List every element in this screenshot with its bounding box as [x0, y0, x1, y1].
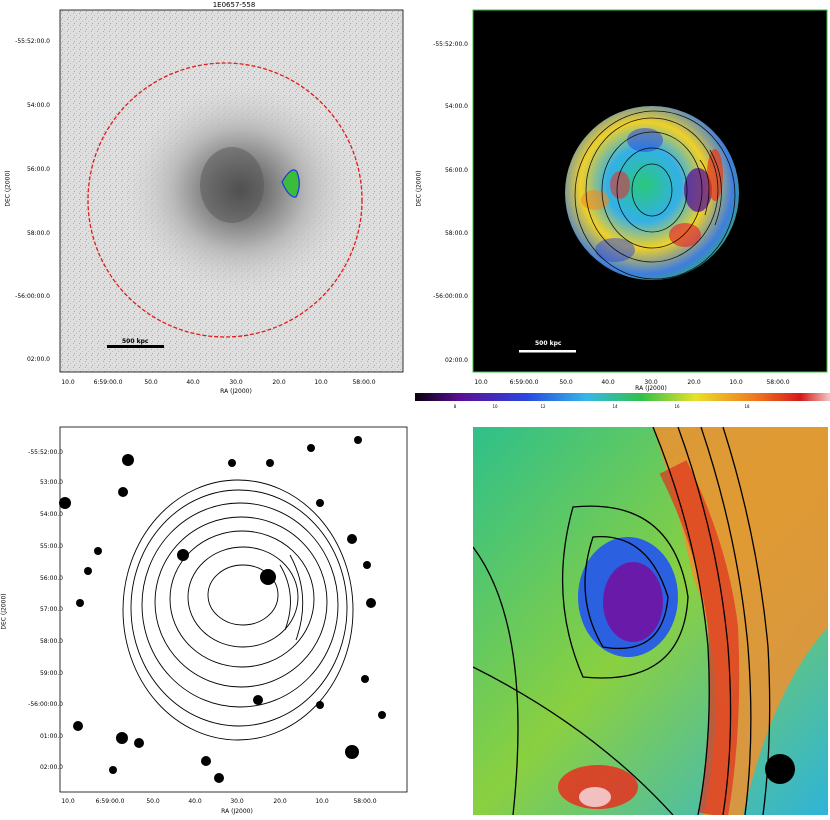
figure-title: 1E0657-558 — [212, 1, 256, 9]
dec-tick: -55:52:00.0 — [28, 449, 63, 456]
temperature-map-plot — [415, 9, 830, 401]
ra-tick: 40.0 — [186, 379, 200, 386]
dec-axis-label: DEC (J2000) — [4, 170, 12, 207]
ra-tick: 10.0 — [474, 379, 488, 386]
ra-axis-label: RA (J2000) — [220, 388, 252, 395]
ra-tick: 58:00.0 — [353, 798, 377, 805]
ra-tick: 50.0 — [146, 798, 160, 805]
ra-tick: 40.0 — [188, 798, 202, 805]
ra-tick: 10.0 — [61, 379, 75, 386]
dec-tick: 58:00.0 — [39, 638, 63, 645]
ra-tick: 20.0 — [273, 798, 287, 805]
dec-tick: 56:00.0 — [444, 167, 468, 174]
dec-tick: 59:00.0 — [39, 670, 63, 677]
ra-tick: 6:59:00.0 — [95, 798, 125, 805]
ra-tick: 6:59:00.0 — [93, 379, 123, 386]
colorbar-tick: 12 — [540, 404, 546, 409]
dec-tick: 54:00.0 — [26, 102, 50, 109]
ra-tick: 10.0 — [315, 798, 329, 805]
scalebar-label: 500 kpc — [535, 340, 562, 347]
dec-tick: 58:00.0 — [26, 230, 50, 237]
scalebar — [519, 350, 576, 353]
ra-axis-label: RA (J2000) — [221, 808, 253, 815]
ra-tick: 10.0 — [729, 379, 743, 386]
dec-tick: -56:00:00.0 — [28, 701, 63, 708]
panel-xray-image: 1E0657-558 500 kpc -55:52:00.0 54:00.0 5… — [0, 0, 415, 400]
circle-outline — [87, 62, 363, 338]
ra-tick: 40.0 — [601, 379, 615, 386]
ra-axis-label: RA (J2000) — [635, 385, 667, 392]
scalebar-label: 500 kpc — [122, 338, 149, 345]
dec-axis-label: DEC (J2000) — [415, 170, 423, 207]
scalebar — [107, 345, 164, 348]
colorbar-tick: 8 — [453, 404, 457, 409]
ra-tick: 20.0 — [687, 379, 701, 386]
zoom-temperature-plot — [473, 427, 828, 815]
ra-tick: 10.0 — [61, 798, 75, 805]
ra-tick: 6:59:00.0 — [509, 379, 539, 386]
panel-zoom-temperature — [473, 427, 828, 815]
ra-tick: 50.0 — [144, 379, 158, 386]
dec-tick: 02:00.0 — [444, 357, 468, 364]
colorbar-tick: 16 — [674, 404, 680, 409]
ra-tick: 30.0 — [644, 379, 658, 386]
dec-tick: -55:52:00.0 — [433, 41, 468, 48]
ra-tick: 30.0 — [230, 798, 244, 805]
panel-contour-image: -55:52:00.0 53:00.0 54:00.0 55:00.0 56:0… — [0, 415, 415, 820]
dec-tick: 54:00.0 — [444, 103, 468, 110]
ra-tick: 58:00.0 — [766, 379, 790, 386]
panel-temperature-map: 500 kpc -55:52:00.0 54:00.0 56:00.0 58:0… — [415, 0, 830, 415]
ra-tick: 58:00.0 — [352, 379, 376, 386]
dec-tick: 54:00.0 — [39, 511, 63, 518]
colorbar-tick: 18 — [744, 404, 750, 409]
ra-tick: 50.0 — [559, 379, 573, 386]
colorbar-tick: 10 — [492, 404, 498, 409]
dec-tick: -56:00:00.0 — [433, 293, 468, 300]
dec-tick: -55:52:00.0 — [15, 38, 50, 45]
dec-tick: -56:00:00.0 — [15, 293, 50, 300]
ra-tick: 30.0 — [229, 379, 243, 386]
colorbar-tick: 14 — [612, 404, 618, 409]
xray-image-plot — [59, 9, 404, 373]
dec-axis-label: DEC (J2000) — [0, 593, 8, 630]
dec-tick: 56:00.0 — [39, 575, 63, 582]
dec-tick: 57:00.0 — [39, 606, 63, 613]
ra-tick: 10.0 — [314, 379, 328, 386]
dec-tick: 01:00.0 — [39, 733, 63, 740]
dec-tick: 55:00.0 — [39, 543, 63, 550]
ra-tick: 20.0 — [272, 379, 286, 386]
colorbar — [415, 393, 830, 401]
dec-tick: 58:00.0 — [444, 230, 468, 237]
shock-region — [281, 169, 300, 198]
dec-tick: 02:00.0 — [26, 356, 50, 363]
contour-image-plot — [59, 426, 408, 793]
dec-tick: 02:00.0 — [39, 764, 63, 771]
dec-tick: 53:00.0 — [39, 479, 63, 486]
dec-tick: 56:00.0 — [26, 166, 50, 173]
